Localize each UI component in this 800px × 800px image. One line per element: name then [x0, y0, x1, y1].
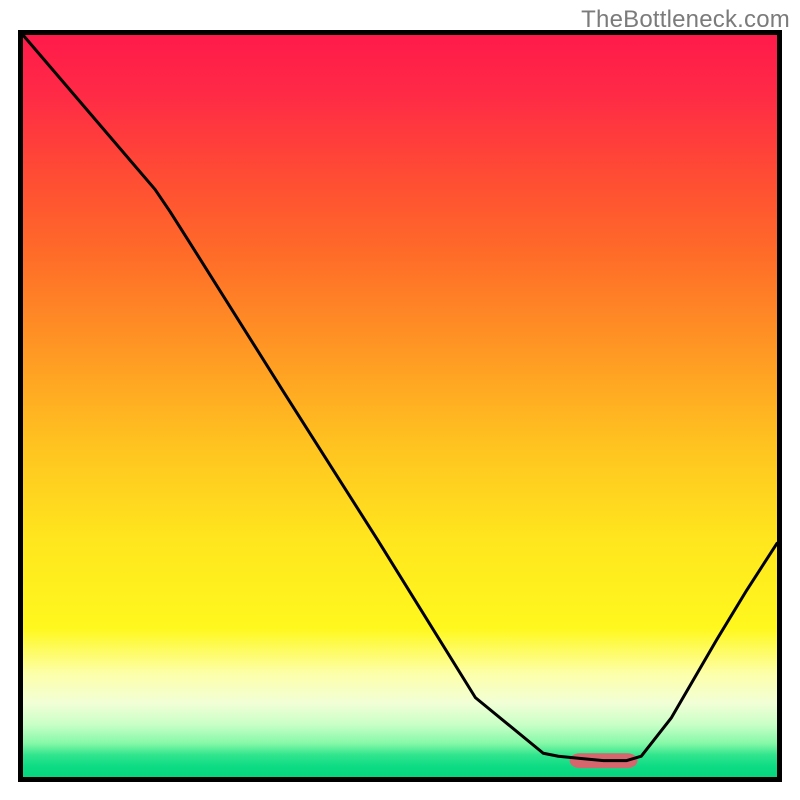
plot-area: [18, 30, 782, 782]
chart-container: TheBottleneck.com: [0, 0, 800, 800]
chart-svg: [18, 30, 782, 782]
gradient-background: [23, 35, 777, 777]
